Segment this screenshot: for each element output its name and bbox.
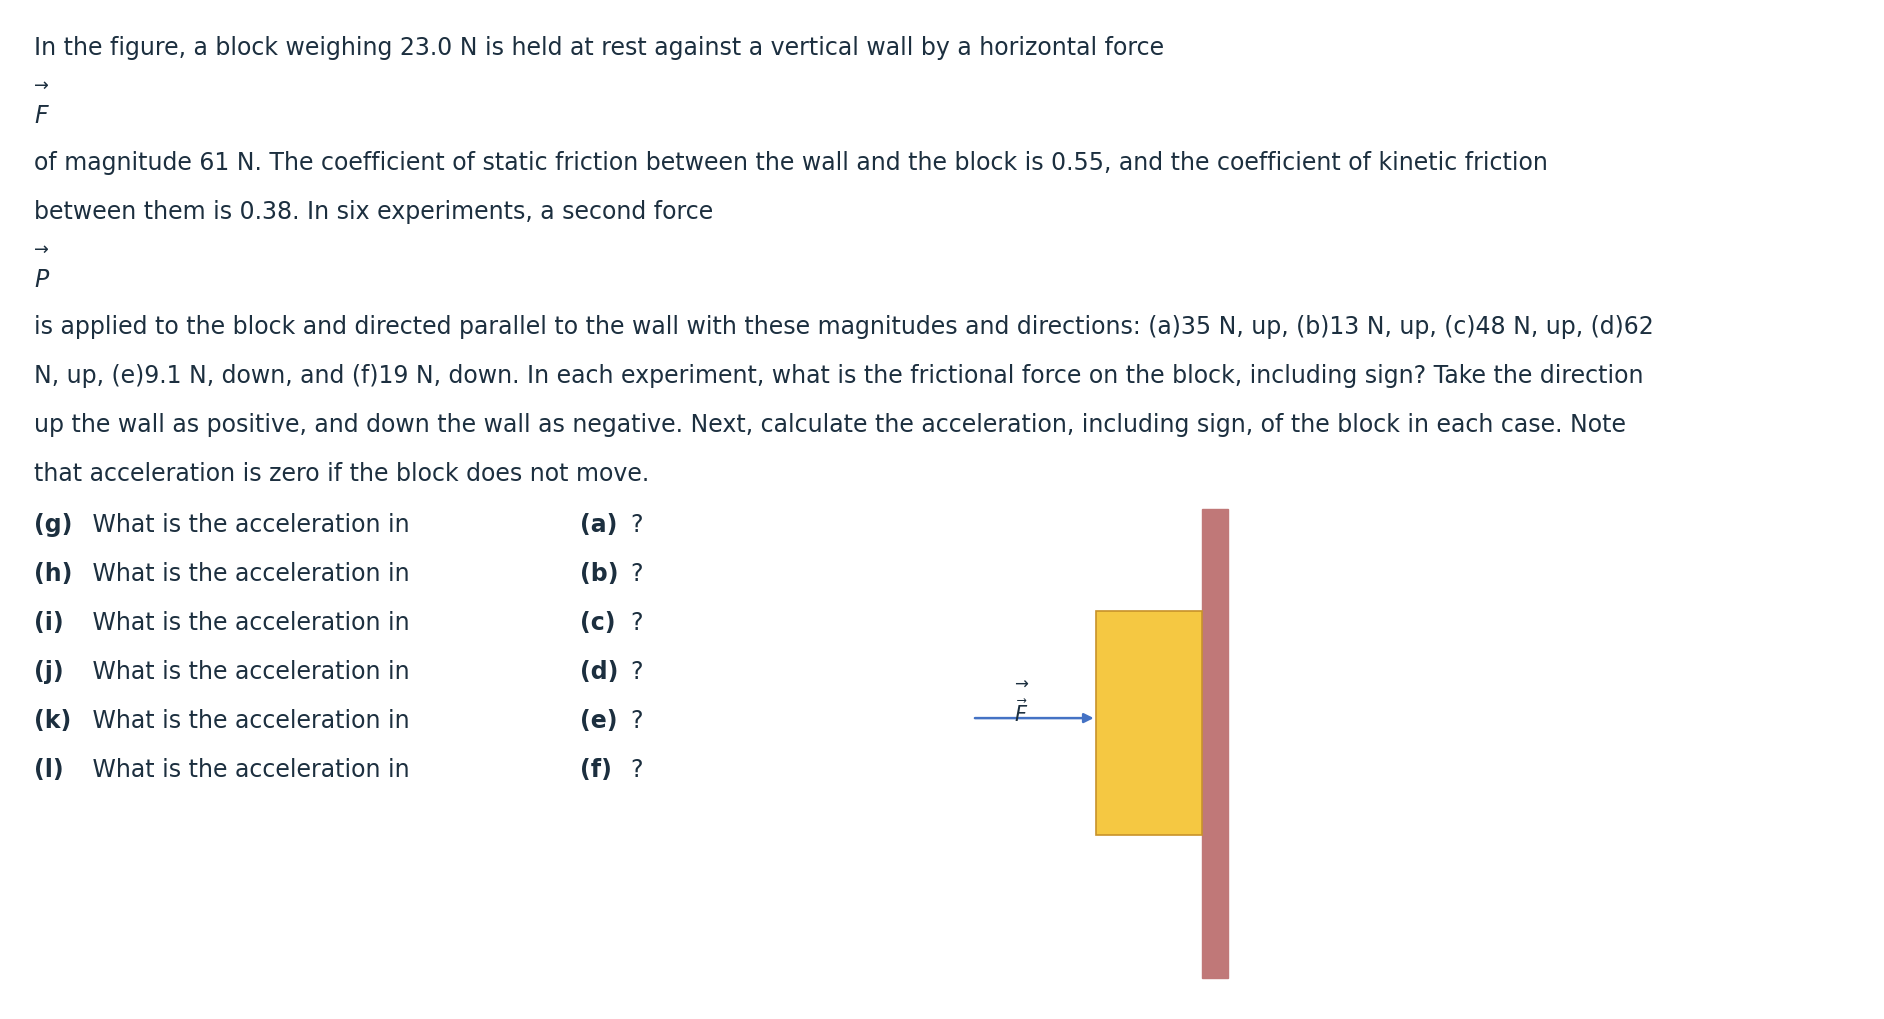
Text: (c): (c) <box>580 610 614 635</box>
Text: P: P <box>34 268 49 292</box>
Text: →: → <box>34 242 49 259</box>
Text: (l): (l) <box>34 757 64 782</box>
Text: up the wall as positive, and down the wall as negative. Next, calculate the acce: up the wall as positive, and down the wa… <box>34 413 1626 436</box>
Text: (k): (k) <box>34 708 72 733</box>
Text: What is the acceleration in: What is the acceleration in <box>85 610 416 635</box>
Text: that acceleration is zero if the block does not move.: that acceleration is zero if the block d… <box>34 462 650 485</box>
Text: ?: ? <box>631 561 642 586</box>
Text: N, up, (e)9.1 N, down, and (f)19 N, down. In each experiment, what is the fricti: N, up, (e)9.1 N, down, and (f)19 N, down… <box>34 364 1643 387</box>
Text: $\vec{F}$: $\vec{F}$ <box>1014 698 1029 725</box>
Text: ?: ? <box>631 708 642 733</box>
Text: between them is 0.38. In six experiments, a second force: between them is 0.38. In six experiments… <box>34 200 714 223</box>
Text: What is the acceleration in: What is the acceleration in <box>85 708 416 733</box>
Text: In the figure, a block weighing 23.0 N is held at rest against a vertical wall b: In the figure, a block weighing 23.0 N i… <box>34 36 1164 60</box>
Text: of magnitude 61 N. The coefficient of static friction between the wall and the b: of magnitude 61 N. The coefficient of st… <box>34 151 1549 174</box>
Text: (f): (f) <box>580 757 612 782</box>
Text: →: → <box>34 77 49 95</box>
Text: What is the acceleration in: What is the acceleration in <box>85 513 416 537</box>
Text: What is the acceleration in: What is the acceleration in <box>85 757 416 782</box>
Text: ?: ? <box>631 659 642 684</box>
Text: (h): (h) <box>34 561 72 586</box>
Text: (g): (g) <box>34 513 72 537</box>
Text: ?: ? <box>631 513 642 537</box>
Text: (b): (b) <box>580 561 618 586</box>
Text: (a): (a) <box>580 513 616 537</box>
Text: (e): (e) <box>580 708 618 733</box>
Text: (d): (d) <box>580 659 618 684</box>
Text: What is the acceleration in: What is the acceleration in <box>85 561 416 586</box>
Text: (i): (i) <box>34 610 64 635</box>
Text: ?: ? <box>631 757 642 782</box>
Text: →: → <box>1014 675 1027 693</box>
Text: F: F <box>34 104 47 128</box>
Text: ?: ? <box>631 610 642 635</box>
Text: (j): (j) <box>34 659 64 684</box>
Text: is applied to the block and directed parallel to the wall with these magnitudes : is applied to the block and directed par… <box>34 315 1654 338</box>
Text: What is the acceleration in: What is the acceleration in <box>85 659 416 684</box>
